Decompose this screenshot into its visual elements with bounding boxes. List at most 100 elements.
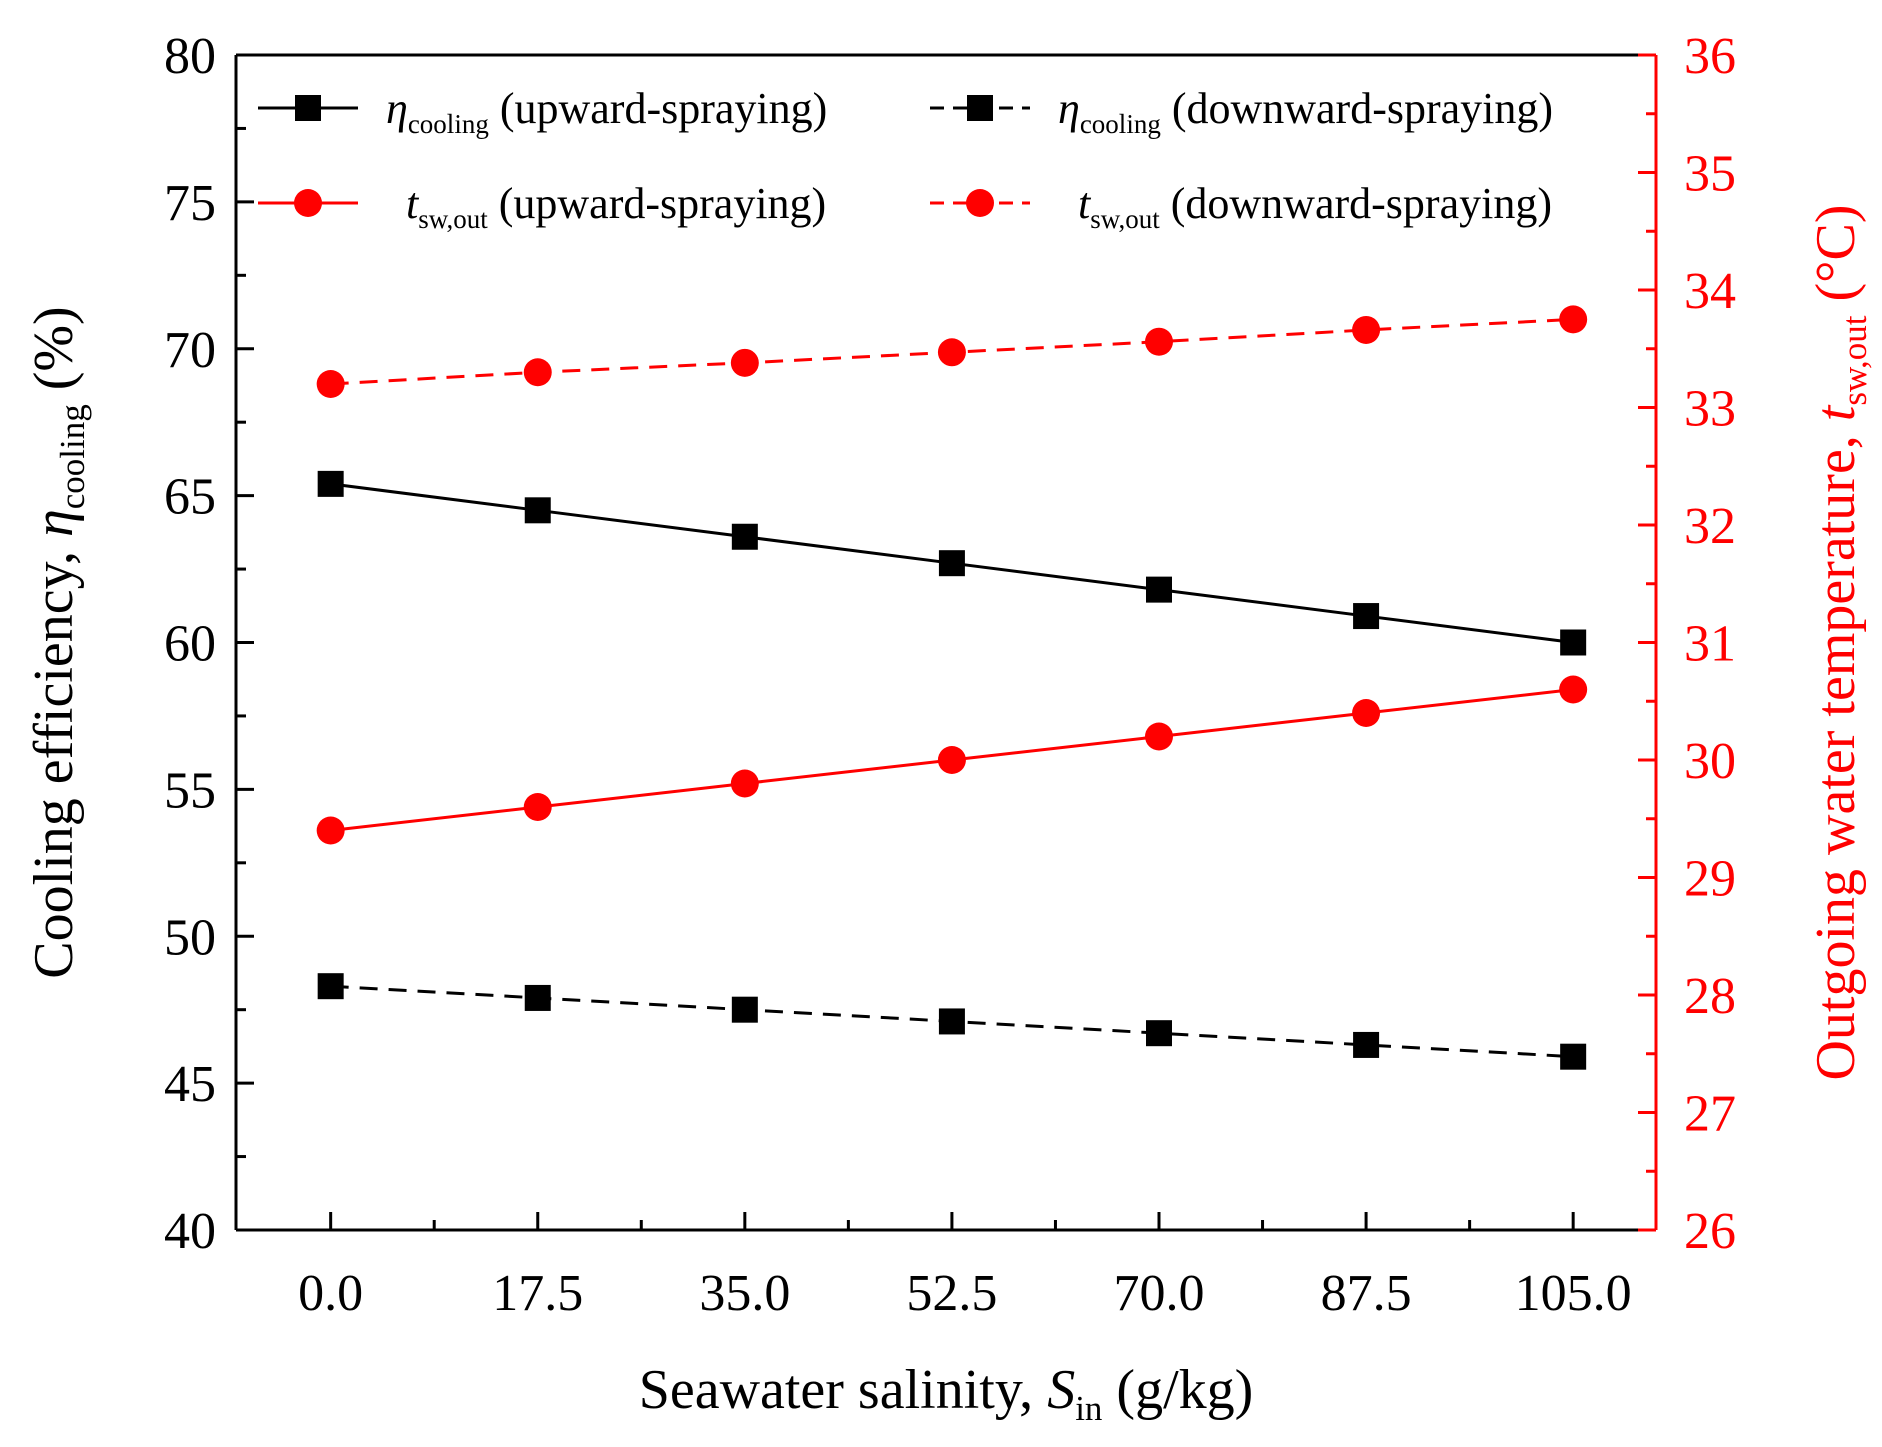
series-3-point bbox=[1559, 675, 1588, 704]
series-2 bbox=[317, 973, 1587, 1070]
x-tick-label: 87.5 bbox=[1321, 1265, 1412, 1322]
right-y-tick-label: 27 bbox=[1684, 1086, 1736, 1143]
right-y-tick-label: 32 bbox=[1684, 498, 1736, 555]
series-1-point bbox=[938, 550, 965, 577]
right-y-axis-title-sub: sw,out bbox=[1835, 315, 1874, 405]
legend-item-3: tsw,out (upward-spraying) bbox=[258, 179, 826, 234]
right-y-tick-label: 36 bbox=[1684, 28, 1736, 85]
x-axis-title-unit: (g/kg) bbox=[1102, 1359, 1253, 1421]
legend-label-sub: sw,out bbox=[1090, 204, 1160, 234]
series-2-point bbox=[524, 984, 551, 1011]
legend-label-sub: sw,out bbox=[418, 204, 488, 234]
series-3-point bbox=[523, 793, 552, 821]
series-layer bbox=[316, 305, 1588, 1070]
x-tick-label: 0.0 bbox=[298, 1265, 363, 1322]
right-y-tick-label: 28 bbox=[1684, 968, 1736, 1025]
series-3-point bbox=[730, 769, 759, 798]
series-4-point bbox=[1352, 315, 1381, 344]
series-3-point bbox=[937, 746, 966, 774]
left-y-tick-label: 80 bbox=[164, 28, 216, 85]
legend-label-var: t bbox=[406, 179, 420, 228]
right-y-tick-label: 26 bbox=[1684, 1203, 1736, 1260]
right-y-axis-title-unit: (°C) bbox=[1805, 204, 1867, 315]
series-4-point bbox=[730, 348, 759, 377]
series-3-point bbox=[1352, 699, 1381, 727]
legend-label: ηcooling (downward-spraying) bbox=[1058, 84, 1553, 139]
series-4-point bbox=[1145, 327, 1173, 356]
right-y-tick-label: 29 bbox=[1684, 851, 1736, 908]
series-1-point bbox=[731, 523, 758, 550]
series-4-point bbox=[523, 358, 552, 387]
legend-label-var: η bbox=[1058, 84, 1080, 133]
left-y-tick-label: 50 bbox=[164, 909, 216, 966]
right-y-tick-label: 34 bbox=[1684, 263, 1736, 320]
series-2-point bbox=[731, 996, 758, 1023]
series-1-point bbox=[1146, 576, 1172, 603]
x-tick-label: 52.5 bbox=[906, 1265, 997, 1322]
legend-label-sub: cooling bbox=[408, 109, 489, 139]
axes-layer: 0.0 17.5 35.0 52.5 70.0 87.5 105.0 40 45 50 55 60 65… bbox=[164, 28, 1736, 1322]
series-2-point bbox=[1353, 1031, 1380, 1058]
x-tick-label: 105.0 bbox=[1515, 1265, 1632, 1322]
legend-label: tsw,out (downward-spraying) bbox=[1078, 179, 1552, 234]
series-4-point bbox=[1559, 305, 1588, 334]
left-y-tick-label: 55 bbox=[164, 762, 216, 819]
legend-label-unit: (upward-spraying) bbox=[488, 179, 826, 228]
x-axis-title-main: Seawater salinity, bbox=[639, 1359, 1047, 1421]
left-y-tick-label: 75 bbox=[164, 175, 216, 232]
axis-titles: Seawater salinity, Sin (g/kg) Cooling eff… bbox=[23, 204, 1874, 1428]
right-y-tick-label: 30 bbox=[1684, 733, 1736, 790]
legend-item-2: ηcooling (downward-spraying) bbox=[930, 84, 1553, 139]
series-1-point bbox=[1353, 603, 1380, 630]
series-3-point bbox=[316, 816, 345, 845]
left-y-axis-title-var: η bbox=[23, 509, 85, 537]
x-axis-title-sub: in bbox=[1075, 1389, 1102, 1428]
legend-marker bbox=[295, 95, 321, 121]
legend-marker bbox=[967, 95, 993, 121]
legend-label-unit: (downward-spraying) bbox=[1160, 179, 1552, 228]
legend-marker bbox=[966, 189, 994, 217]
left-y-axis-title-main: Cooling efficiency, bbox=[23, 537, 85, 979]
legend-label-unit: (upward-spraying) bbox=[489, 84, 827, 133]
legend-item-1: ηcooling (upward-spraying) bbox=[258, 84, 827, 139]
legend-marker bbox=[294, 189, 322, 217]
x-tick-label: 70.0 bbox=[1114, 1265, 1205, 1322]
series-2-point bbox=[1146, 1020, 1172, 1047]
legend-label-var: η bbox=[386, 84, 408, 133]
series-4 bbox=[316, 305, 1588, 398]
legend-label-unit: (downward-spraying) bbox=[1161, 84, 1553, 133]
series-1-point bbox=[524, 497, 551, 524]
x-axis-title: Seawater salinity, Sin (g/kg) bbox=[639, 1359, 1254, 1428]
legend-label: tsw,out (upward-spraying) bbox=[406, 179, 826, 234]
left-y-axis-title-unit: (%) bbox=[23, 306, 85, 404]
series-1-point bbox=[317, 470, 344, 497]
series-3 bbox=[316, 675, 1588, 845]
x-tick-label: 17.5 bbox=[492, 1265, 583, 1322]
left-y-axis-title: Cooling efficiency, ηcooling (%) bbox=[23, 306, 92, 978]
series-4-point bbox=[937, 338, 966, 367]
left-y-axis-title-sub: cooling bbox=[53, 404, 92, 509]
left-y-tick-label: 65 bbox=[164, 469, 216, 526]
series-1-point bbox=[1560, 629, 1587, 656]
x-tick-label: 35.0 bbox=[699, 1265, 790, 1322]
legend-label-sub: cooling bbox=[1080, 109, 1161, 139]
legend-item-4: tsw,out (downward-spraying) bbox=[930, 179, 1552, 234]
series-2-point bbox=[938, 1008, 965, 1035]
legend-label-var: t bbox=[1078, 179, 1092, 228]
left-y-tick-label: 45 bbox=[164, 1056, 216, 1113]
left-y-tick-label: 40 bbox=[164, 1203, 216, 1260]
right-y-axis-title: Outgoing water temperature, tsw,out (°C) bbox=[1805, 204, 1874, 1080]
series-2-point bbox=[1560, 1043, 1587, 1070]
right-y-axis-title-var: t bbox=[1805, 404, 1867, 421]
right-y-tick-label: 33 bbox=[1684, 381, 1736, 438]
series-3-point bbox=[1145, 722, 1173, 751]
series-4-point bbox=[316, 370, 345, 398]
legend: ηcooling (upward-spraying) ηcooling (down… bbox=[258, 84, 1553, 234]
x-axis-title-var: S bbox=[1047, 1359, 1075, 1421]
right-y-axis-title-main: Outgoing water temperature, bbox=[1805, 421, 1867, 1080]
right-y-tick-label: 31 bbox=[1684, 616, 1736, 673]
right-y-tick-label: 35 bbox=[1684, 146, 1736, 203]
legend-label: ηcooling (upward-spraying) bbox=[386, 84, 827, 139]
left-y-tick-label: 70 bbox=[164, 322, 216, 379]
